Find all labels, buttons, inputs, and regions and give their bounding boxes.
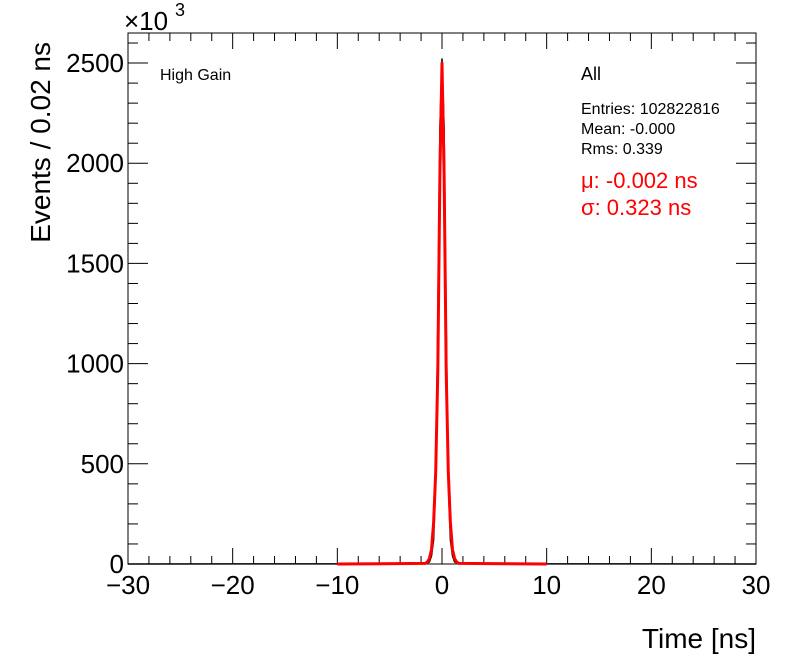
x-tick-label: 0: [435, 570, 449, 600]
high-gain-label: High Gain: [160, 67, 231, 84]
x-tick-label: 20: [637, 570, 666, 600]
x-tick-label: 30: [742, 570, 771, 600]
fit-sigma-label: σ: 0.323 ns: [581, 195, 691, 220]
y-axis-label: Events / 0.02 ns: [25, 42, 56, 243]
stats-mean: Mean: -0.000: [581, 121, 675, 138]
stats-rms: Rms: 0.339: [581, 141, 663, 158]
x-tick-label: −10: [315, 570, 359, 600]
y-tick-label: 500: [81, 449, 124, 479]
y-tick-label: 2500: [66, 48, 124, 78]
y-tick-label: 1500: [66, 248, 124, 278]
data-marks: [127, 58, 757, 566]
x-tick-label: −20: [211, 570, 255, 600]
x-tick-label: 10: [532, 570, 561, 600]
axes: −30 −20 −10 0 10 20 30 0 500 1000 1500 2000 2500: [66, 32, 771, 600]
labels: ×10 3 Events / 0.02 ns Time [ns] High Ga…: [25, 0, 756, 654]
fit-mu-label: μ: -0.002 ns: [581, 168, 698, 193]
x-tick-label: −30: [106, 570, 150, 600]
stats-title: All: [581, 64, 601, 84]
y-multiplier: ×10: [124, 6, 168, 36]
y-multiplier-exponent: 3: [175, 0, 185, 20]
x-axis-label: Time [ns]: [642, 623, 756, 654]
y-tick-label: 2000: [66, 148, 124, 178]
stats-entries: Entries: 102822816: [581, 101, 720, 118]
y-tick-label: 0: [110, 549, 124, 579]
y-tick-label: 1000: [66, 349, 124, 379]
fit-line: [337, 61, 547, 566]
